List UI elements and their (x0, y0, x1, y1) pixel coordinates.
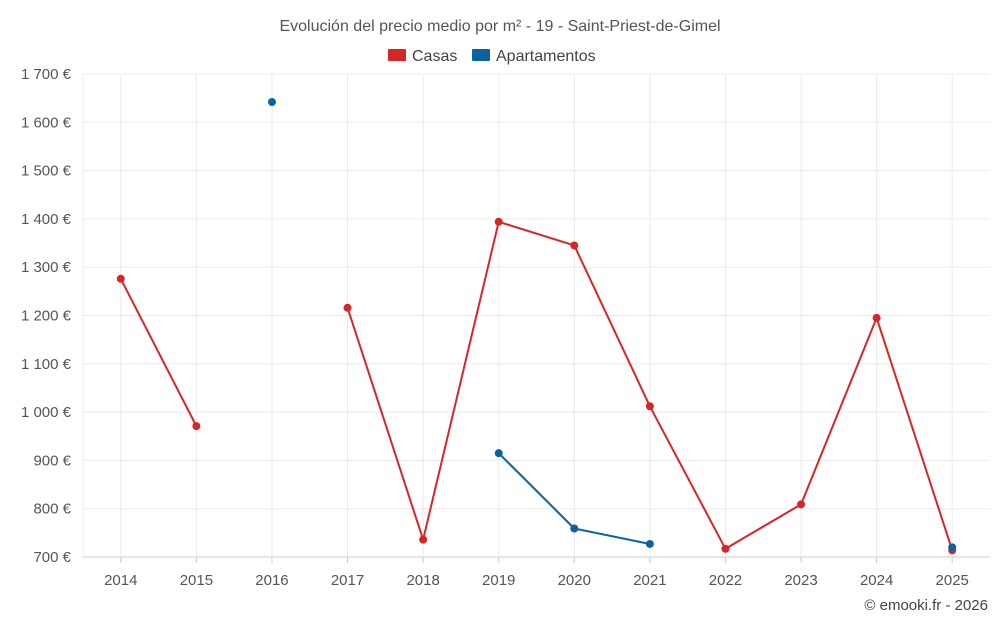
data-point-apartamentos-2016[interactable] (267, 98, 276, 107)
series-apartamentos (267, 98, 957, 552)
legend-label-apartamentos: Apartamentos (496, 48, 596, 65)
x-tick-label: 2024 (860, 572, 893, 589)
series (116, 98, 957, 555)
data-point-casas-2018[interactable] (419, 535, 428, 544)
series-casas (116, 217, 957, 555)
x-tick-label: 2019 (482, 572, 515, 589)
line-segment-casas (875, 316, 954, 552)
x-tick-label: 2015 (180, 572, 213, 589)
x-tick-label: 2016 (255, 572, 288, 589)
legend: Casas Apartamentos (388, 48, 596, 65)
line-segment-casas (497, 220, 576, 247)
line-segment-casas (422, 220, 500, 541)
x-tick-label: 2014 (104, 572, 137, 589)
data-point-casas-2020[interactable] (570, 241, 579, 250)
y-tick-label: 900 € (33, 452, 71, 469)
x-tick-label: 2021 (633, 572, 666, 589)
data-point-apartamentos-2020[interactable] (570, 524, 579, 533)
x-tick-label: 2023 (784, 572, 817, 589)
y-tick-label: 1 600 € (21, 114, 72, 131)
data-point-casas-2017[interactable] (343, 303, 352, 312)
data-point-casas-2014[interactable] (116, 274, 125, 283)
y-tick-label: 1 000 € (21, 404, 72, 421)
legend-label-casas: Casas (412, 48, 457, 65)
x-tick-label: 2025 (936, 572, 969, 589)
data-point-apartamentos-2025[interactable] (948, 543, 957, 552)
y-tick-label: 1 200 € (21, 308, 72, 325)
legend-swatch-casas (388, 49, 406, 61)
chart-title: Evolución del precio medio por m² - 19 -… (279, 18, 720, 35)
data-point-casas-2023[interactable] (797, 500, 806, 509)
data-point-casas-2024[interactable] (872, 313, 881, 322)
credit-text: © emooki.fr - 2026 (864, 597, 988, 614)
data-point-apartamentos-2021[interactable] (645, 539, 654, 548)
line-segment-apartamentos (573, 527, 651, 545)
line-segment-apartamentos (497, 452, 576, 530)
y-tick-label: 1 100 € (21, 356, 72, 373)
line-segment-casas (573, 244, 651, 408)
data-point-casas-2022[interactable] (721, 544, 730, 553)
y-tick-label: 1 700 € (21, 66, 72, 83)
x-tick-label: 2022 (709, 572, 742, 589)
y-tick-label: 700 € (33, 549, 71, 566)
x-tick-label: 2018 (406, 572, 439, 589)
data-point-casas-2015[interactable] (192, 422, 201, 431)
axes: 700 € 800 € 900 € 1 000 € 1 100 € 1 200 € 1 30… (21, 66, 969, 589)
legend-swatch-apartamentos (472, 49, 490, 61)
line-segment-casas (648, 405, 727, 550)
y-tick-label: 1 400 € (21, 211, 72, 228)
y-tick-label: 1 300 € (21, 259, 72, 276)
x-tick-label: 2020 (558, 572, 591, 589)
y-tick-label: 1 500 € (21, 163, 72, 180)
legend-item-casas[interactable]: Casas (388, 48, 457, 65)
line-segment-casas (800, 316, 878, 506)
data-point-apartamentos-2019[interactable] (494, 449, 503, 458)
line-segment-casas (724, 503, 803, 550)
data-point-casas-2019[interactable] (494, 217, 503, 226)
gridlines (82, 73, 990, 558)
y-tick-label: 800 € (33, 501, 71, 518)
data-point-casas-2021[interactable] (645, 402, 654, 411)
x-tick-label: 2017 (331, 572, 364, 589)
legend-item-apartamentos[interactable]: Apartamentos (472, 48, 596, 65)
line-segment-casas (119, 277, 198, 428)
line-segment-casas (346, 306, 425, 541)
